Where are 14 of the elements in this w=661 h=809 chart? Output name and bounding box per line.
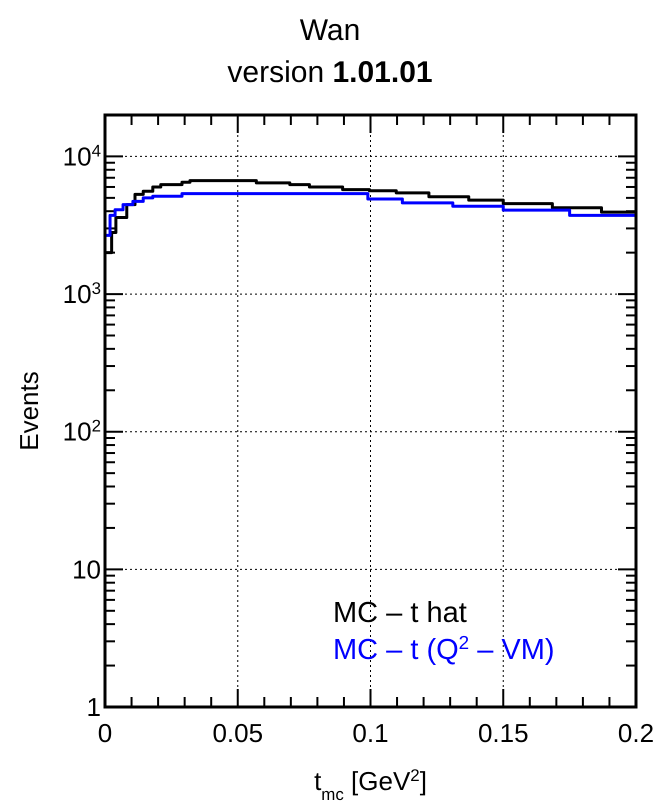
x-axis-title: t$_{mc}$ [GeV$^{2}$] — [314, 766, 427, 804]
chart-title: Wan — [300, 14, 360, 47]
y-tick-label: 10$^{4}$ — [62, 140, 101, 172]
text: MC – t (Q$^{2}$ – VM) — [333, 632, 555, 666]
x-tick-label: 0.2 — [618, 718, 654, 748]
y-tick-label: 10$^{2}$ — [62, 416, 101, 447]
x-tick-label: 0.15 — [478, 718, 529, 748]
x-tick-label: 0.1 — [352, 718, 389, 748]
y-tick-label: 10$^{3}$ — [62, 278, 101, 310]
text: MC – t hat — [333, 597, 467, 629]
y-axis-title: Events — [14, 371, 44, 451]
x-tick-label: 0.05 — [212, 718, 264, 748]
y-tick-label: 10 — [72, 554, 101, 584]
chart-subtitle: version 1.01.01 — [227, 56, 433, 89]
